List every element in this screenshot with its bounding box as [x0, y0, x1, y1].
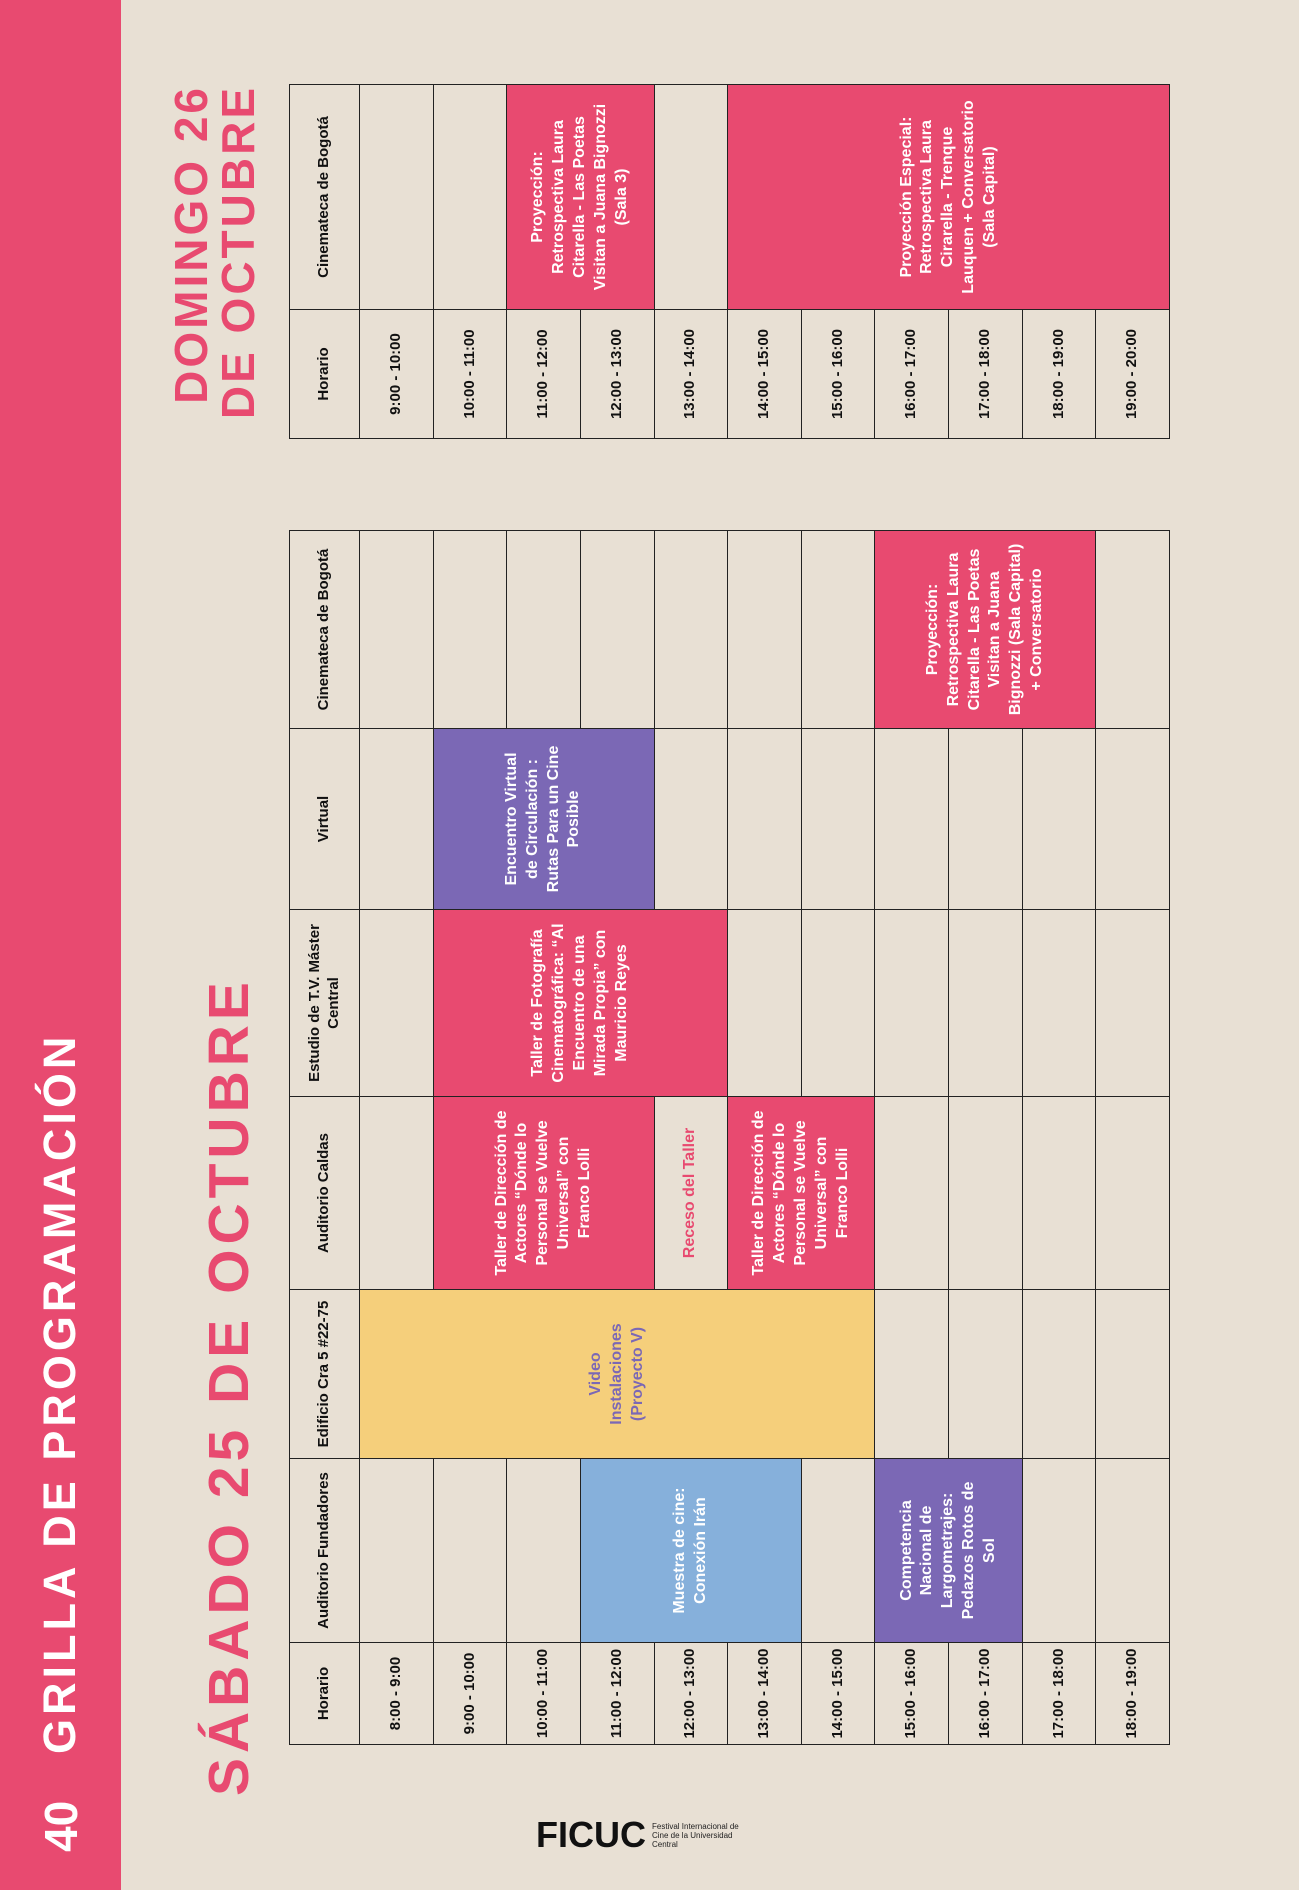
- time-cell: 12:00 - 13:00: [653, 1642, 729, 1745]
- time-cell: 9:00 - 10:00: [359, 309, 434, 439]
- event-block: Taller de Dirección de Actores “Dónde lo…: [432, 1096, 655, 1290]
- empty-cell: [1095, 728, 1170, 910]
- time-cell: 13:00 - 14:00: [653, 309, 729, 439]
- time-cell: 18:00 - 19:00: [1095, 1642, 1170, 1745]
- time-cell: 15:00 - 16:00: [874, 1642, 950, 1745]
- time-cell: 9:00 - 10:00: [432, 1642, 508, 1745]
- empty-cell: [874, 1096, 950, 1290]
- footer-logo: FICUC Festival Internacional de Cine de …: [536, 1814, 752, 1856]
- empty-cell: [653, 84, 729, 310]
- empty-cell: [948, 909, 1023, 1097]
- time-cell: 11:00 - 12:00: [579, 1642, 655, 1745]
- event-block: Proyección Especial: Retrospectiva Laura…: [727, 84, 1170, 310]
- time-cell: 8:00 - 9:00: [359, 1642, 434, 1745]
- empty-cell: [800, 530, 876, 729]
- empty-cell: [800, 1458, 876, 1643]
- empty-cell: [432, 1458, 508, 1643]
- event-block: Video Instalaciones (Proyecto V): [359, 1289, 876, 1459]
- empty-cell: [948, 1096, 1023, 1290]
- empty-cell: [506, 530, 581, 729]
- empty-cell: [800, 728, 876, 910]
- empty-cell: [800, 909, 876, 1097]
- page-number: 40: [35, 1800, 87, 1852]
- event-block: Taller de Fotografía Cinematográfica: “A…: [432, 909, 729, 1097]
- event-block: Proyección: Retrospectiva Laura Citarell…: [874, 530, 1097, 729]
- time-cell: 10:00 - 11:00: [432, 309, 508, 439]
- empty-cell: [359, 1096, 434, 1290]
- empty-cell: [359, 909, 434, 1097]
- time-cell: 18:00 - 19:00: [1021, 309, 1097, 439]
- sunday-title-line: DOMINGO 26: [165, 85, 217, 404]
- empty-cell: [1021, 1458, 1097, 1643]
- page-title: GRILLA DE PROGRAMACIÓN: [34, 1032, 85, 1754]
- time-cell: 17:00 - 18:00: [948, 309, 1023, 439]
- event-block: Muestra de cine: Conexión Irán: [579, 1458, 802, 1643]
- event-block: Competencia Nacional de Largometrajes: P…: [874, 1458, 1023, 1643]
- time-cell: 19:00 - 20:00: [1095, 309, 1170, 439]
- empty-cell: [1095, 530, 1170, 729]
- empty-cell: [359, 1458, 434, 1643]
- empty-cell: [1095, 1096, 1170, 1290]
- column-header: Cinemateca de Bogotá: [289, 84, 360, 310]
- sunday-title-line: DE OCTUBRE: [212, 85, 264, 420]
- time-cell: 16:00 - 17:00: [948, 1642, 1023, 1745]
- event-block: Receso del Taller: [653, 1096, 729, 1290]
- empty-cell: [727, 530, 802, 729]
- event-block: Taller de Dirección de Actores “Dónde lo…: [727, 1096, 876, 1290]
- column-header: Horario: [289, 309, 360, 439]
- logo: FICUC: [536, 1814, 646, 1855]
- column-header: Auditorio Fundadores: [289, 1458, 360, 1643]
- time-cell: 13:00 - 14:00: [727, 1642, 802, 1745]
- empty-cell: [874, 728, 950, 910]
- empty-cell: [359, 530, 434, 729]
- empty-cell: [874, 1289, 950, 1459]
- time-cell: 17:00 - 18:00: [1021, 1642, 1097, 1745]
- column-header: Horario: [289, 1642, 360, 1745]
- time-cell: 14:00 - 15:00: [800, 1642, 876, 1745]
- sunday-title: DOMINGO 26 DE OCTUBRE: [165, 85, 264, 438]
- column-header: Edificio Cra 5 #22-75: [289, 1289, 360, 1459]
- empty-cell: [432, 530, 508, 729]
- empty-cell: [1021, 1289, 1097, 1459]
- time-cell: 15:00 - 16:00: [800, 309, 876, 439]
- empty-cell: [653, 728, 729, 910]
- column-header: Virtual: [289, 728, 360, 910]
- empty-cell: [506, 1458, 581, 1643]
- empty-cell: [359, 84, 434, 310]
- empty-cell: [1021, 909, 1097, 1097]
- empty-cell: [432, 84, 508, 310]
- empty-cell: [579, 530, 655, 729]
- empty-cell: [1095, 1458, 1170, 1643]
- empty-cell: [948, 728, 1023, 910]
- empty-cell: [653, 530, 729, 729]
- event-block: Proyección: Retrospectiva Laura Citarell…: [506, 84, 655, 310]
- empty-cell: [948, 1289, 1023, 1459]
- empty-cell: [1095, 909, 1170, 1097]
- empty-cell: [1021, 1096, 1097, 1290]
- time-cell: 12:00 - 13:00: [579, 309, 655, 439]
- empty-cell: [1095, 1289, 1170, 1459]
- logo-tagline: Festival Internacional de Cine de la Uni…: [652, 1821, 739, 1849]
- saturday-title: SÁBADO 25 DE OCTUBRE: [197, 977, 261, 1796]
- empty-cell: [727, 909, 802, 1097]
- empty-cell: [727, 728, 802, 910]
- time-cell: 10:00 - 11:00: [506, 1642, 581, 1745]
- time-cell: 16:00 - 17:00: [874, 309, 950, 439]
- column-header: Estudio de T.V. Máster Central: [289, 909, 360, 1097]
- time-cell: 14:00 - 15:00: [727, 309, 802, 439]
- empty-cell: [1021, 728, 1097, 910]
- empty-cell: [874, 909, 950, 1097]
- time-cell: 11:00 - 12:00: [506, 309, 581, 439]
- event-block: Encuentro Virtual de Circulación : Rutas…: [432, 728, 655, 910]
- column-header: Auditorio Caldas: [289, 1096, 360, 1290]
- empty-cell: [359, 728, 434, 910]
- column-header: Cinemateca de Bogotá: [289, 530, 360, 729]
